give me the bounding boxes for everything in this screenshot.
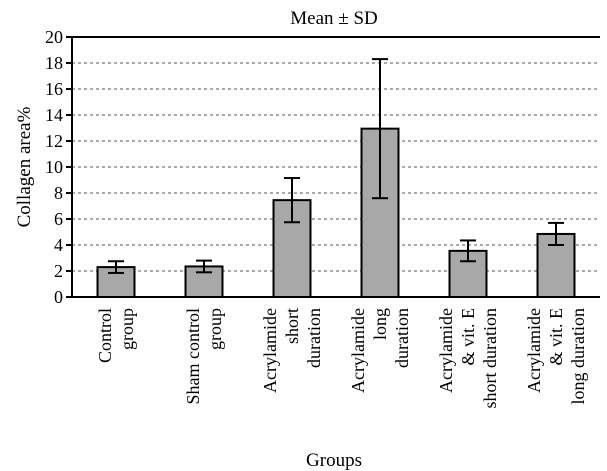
bars [96, 58, 576, 299]
x-tick-label: Acrylamide long duration [348, 308, 412, 393]
x-tick-label: Sham control group [183, 308, 225, 405]
x-tick-label-line: Acrylamide [260, 308, 280, 393]
x-tick-label-line: Acrylamide [436, 308, 456, 393]
x-tick-label-line: Acrylamide [348, 308, 368, 393]
y-tick-label: 0 [54, 287, 63, 307]
y-tick-label: 8 [54, 183, 63, 203]
x-tick-label-line: & vit. E [458, 308, 478, 366]
y-axis: 0 2 4 6 8 10 12 14 16 18 20 [45, 27, 600, 307]
y-tick-label: 10 [45, 157, 63, 177]
y-axis-title: Collagen area% [14, 106, 35, 227]
x-tick-label-line: Control [95, 308, 115, 363]
x-tick-label-line: duration [392, 308, 412, 368]
x-tick-label-line: Sham control [183, 308, 203, 405]
y-tick-label: 2 [54, 261, 63, 281]
y-tick-label: 4 [54, 235, 63, 255]
x-tick-label-line: short duration [480, 308, 500, 409]
x-tick-label-line: group [117, 308, 137, 350]
x-tick-label-line: duration [304, 308, 324, 368]
y-tick-label: 20 [45, 27, 63, 47]
x-tick-label-line: group [205, 308, 225, 350]
x-tick-label-line: short [282, 308, 302, 344]
gridlines [72, 62, 600, 272]
x-tick-label-line: & vit. E [546, 308, 566, 366]
y-tick-label: 18 [45, 53, 63, 73]
x-tick-label: Acrylamide short duration [260, 308, 324, 393]
x-tick-label-line: Acrylamide [524, 308, 544, 393]
x-tick-label-line: long duration [568, 308, 588, 405]
y-tick-label: 14 [45, 105, 63, 125]
x-tick-label-line: long [370, 308, 390, 340]
y-tick-label: 12 [45, 131, 63, 151]
y-tick-label: 16 [45, 79, 63, 99]
x-axis-title: Groups [306, 450, 362, 471]
x-tick-label: Control group [95, 308, 137, 363]
x-axis-labels: Control group Sham control group Acrylamide s… [95, 308, 588, 409]
y-tick-label: 6 [54, 209, 63, 229]
chart-title: Mean ± SD [290, 8, 377, 29]
